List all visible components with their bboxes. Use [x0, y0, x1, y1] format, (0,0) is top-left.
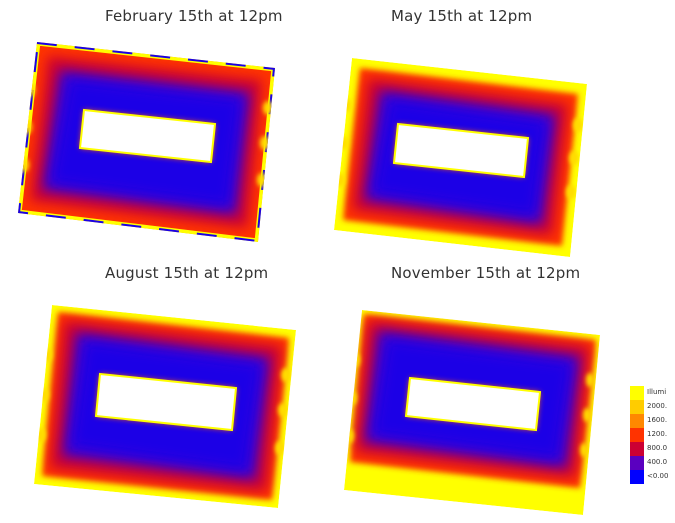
legend-swatch — [630, 414, 644, 428]
panel-title-february: February 15th at 12pm — [105, 7, 283, 25]
legend-row: 400.0 — [630, 456, 675, 470]
legend-swatch — [630, 400, 644, 414]
legend-label: <0.00 — [647, 472, 669, 480]
legend-label: Illumi — [647, 388, 667, 396]
legend-row: 800.0 — [630, 442, 675, 456]
legend-label: 800.0 — [647, 444, 668, 452]
legend-label: 400.0 — [647, 458, 668, 466]
illuminance-legend: Illumi 2000. 1600. 1200. 800.0 400.0 <0.… — [630, 386, 675, 488]
panel-title-may: May 15th at 12pm — [391, 7, 533, 25]
legend-swatch — [630, 428, 644, 442]
legend-row: 1600. — [630, 414, 675, 428]
panel-title-august: August 15th at 12pm — [105, 264, 269, 282]
floor-plan-may — [334, 58, 587, 257]
floor-plan-november — [344, 310, 600, 515]
legend-row: 1200. — [630, 428, 675, 442]
legend-row: <0.00 — [630, 470, 675, 484]
legend-row: Illumi — [630, 386, 675, 400]
legend-row: 2000. — [630, 400, 675, 414]
floor-plan-august — [34, 305, 296, 508]
legend-swatch — [630, 456, 644, 470]
legend-swatch — [630, 386, 644, 400]
legend-swatch — [630, 442, 644, 456]
legend-label: 2000. — [647, 402, 668, 410]
legend-swatch — [630, 470, 644, 484]
floor-plan-february — [18, 42, 275, 242]
panel-title-november: November 15th at 12pm — [391, 264, 581, 282]
legend-label: 1200. — [647, 430, 668, 438]
legend-label: 1600. — [647, 416, 668, 424]
